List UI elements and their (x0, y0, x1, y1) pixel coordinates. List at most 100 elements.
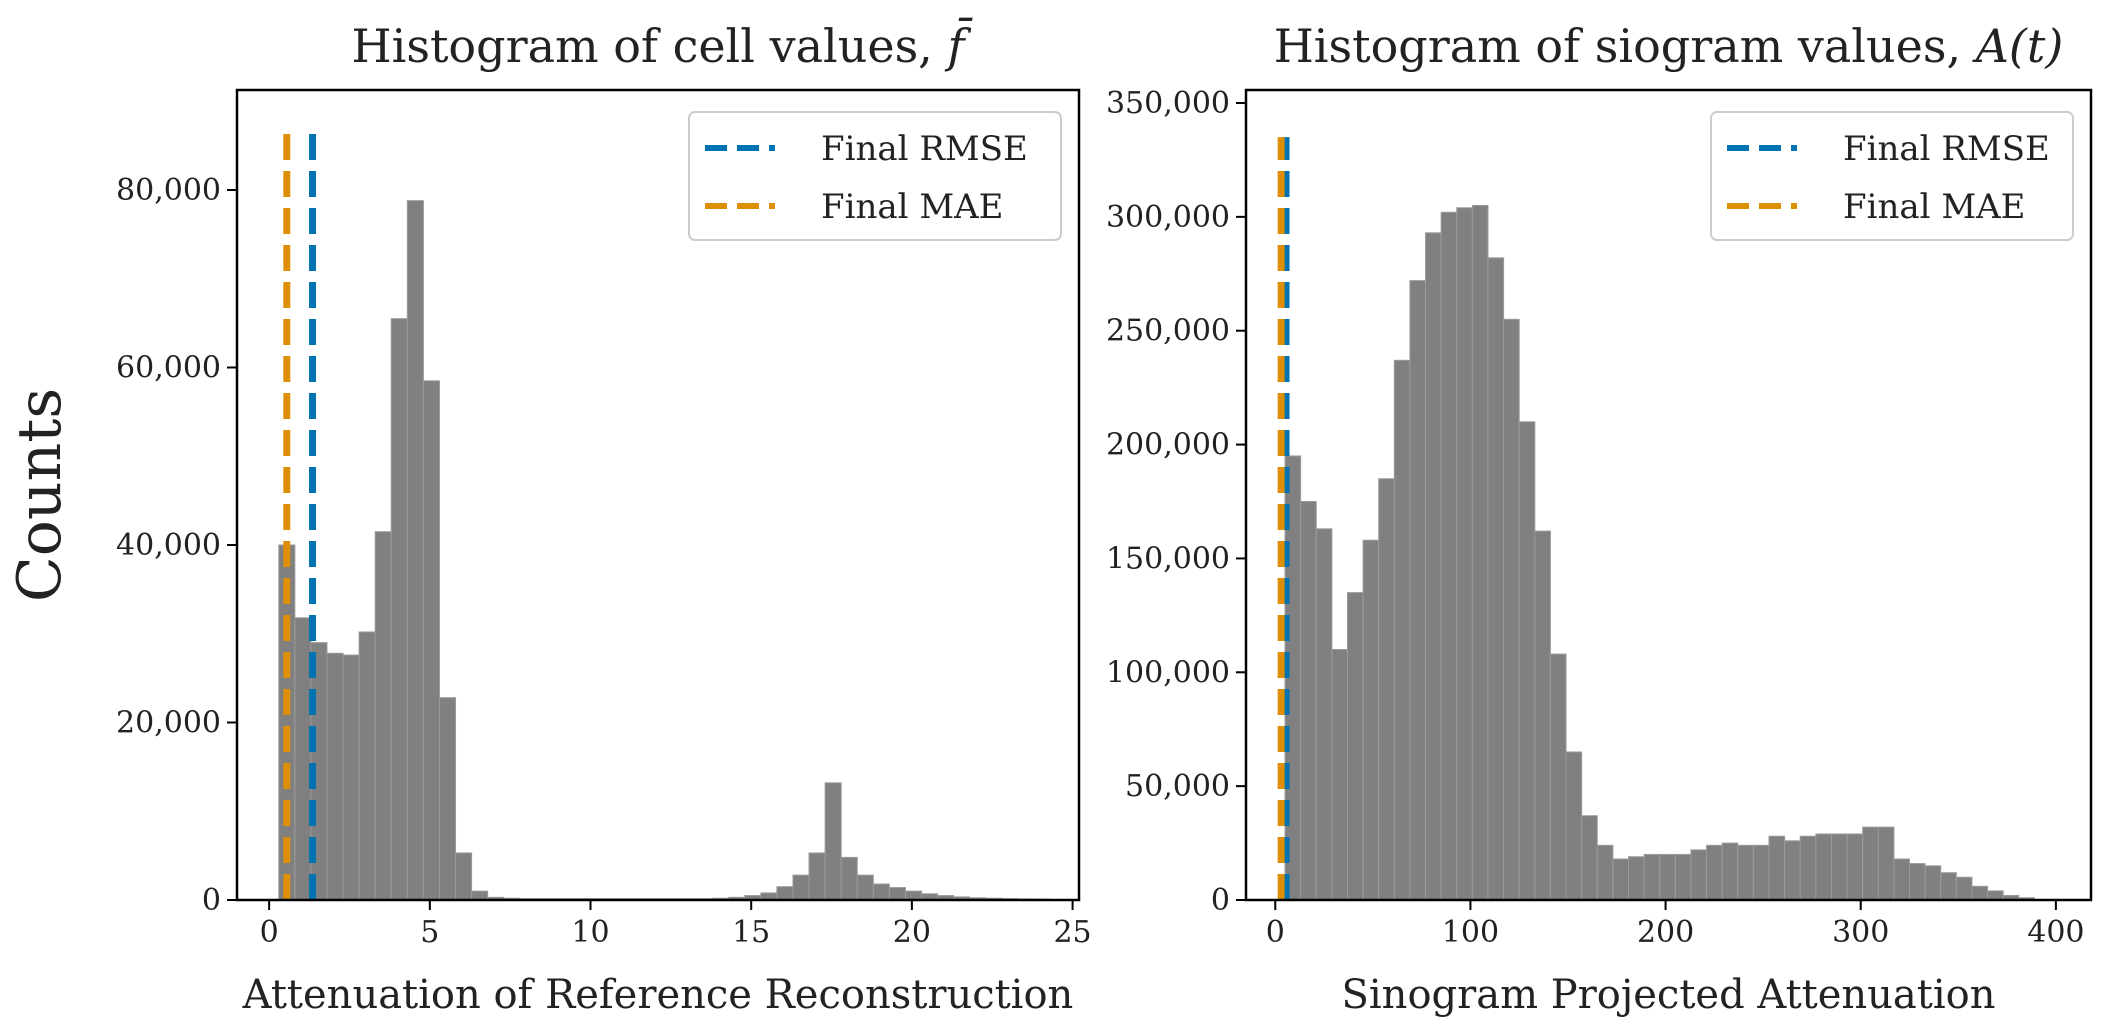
histogram-bar (1534, 530, 1551, 901)
legend-frame (688, 111, 1062, 241)
histogram-bar (1565, 751, 1583, 901)
histogram-bar (1752, 844, 1770, 901)
y-tick-label: 60,000 (116, 351, 221, 386)
y-tick-label: 0 (1211, 883, 1230, 918)
legend-mae-label: Final MAE (821, 187, 1004, 227)
histogram-bar (872, 883, 890, 901)
histogram-bar (1409, 280, 1427, 901)
histogram-bar (1815, 833, 1832, 901)
histogram-bar (1596, 844, 1614, 901)
legend-frame (1710, 111, 2074, 241)
histogram-bar (342, 654, 360, 901)
x-tick-label: 300 (1832, 915, 1889, 950)
y-tick-label: 20,000 (116, 706, 221, 741)
histogram-bar (1456, 207, 1473, 901)
histogram-bar (1674, 853, 1692, 901)
chart-title-text: Histogram of cell values, (352, 19, 948, 73)
y-tick-label: 350,000 (1106, 86, 1230, 121)
x-tick-label: 100 (1442, 915, 1499, 950)
histogram-bar (1721, 842, 1739, 901)
histogram-bar (1425, 232, 1442, 901)
y-tick-label: 250,000 (1106, 314, 1230, 349)
histogram-bar (1846, 833, 1864, 901)
histogram-bar (1362, 539, 1380, 901)
histogram-bar (1612, 858, 1629, 901)
histogram-bar (1643, 853, 1661, 901)
histogram-bar (1924, 865, 1942, 901)
histogram-bar (824, 782, 842, 901)
y-tick-label: 40,000 (116, 528, 221, 563)
histogram-bar (374, 531, 392, 901)
histogram-bar (1440, 211, 1458, 901)
x-tick-label: 0 (260, 915, 279, 950)
histogram-bar (455, 852, 473, 901)
y-tick-label: 200,000 (1106, 428, 1230, 463)
x-tick-label: 400 (2027, 915, 2084, 950)
histogram-bar (1549, 653, 1567, 901)
histogram-bar (808, 852, 826, 901)
histogram-bar (1940, 872, 1957, 901)
legend: Final RMSE Final MAE (1710, 111, 2074, 241)
histogram-bar (1784, 840, 1801, 901)
x-tick-label: 25 (1053, 915, 1091, 950)
histogram-bar (1909, 863, 1926, 901)
histogram-bar (1378, 478, 1395, 901)
histogram-bar (1862, 826, 1879, 901)
histogram-bar (856, 874, 874, 901)
histogram-bar (1971, 885, 1989, 901)
histogram-bar (294, 617, 312, 901)
histogram-bar (1659, 853, 1676, 901)
y-tick-label: 50,000 (1125, 769, 1230, 804)
chart-title: Histogram of cell values, f̄ (352, 16, 973, 73)
histogram-bar (406, 200, 424, 901)
y-tick-label: 80,000 (116, 173, 221, 208)
sinogram-values-histogram: 0 100 200 300 400 0 50,000 100,000 150,000 200,00… (1106, 19, 2093, 1018)
histogram-bar (358, 631, 376, 901)
histogram-bar (1315, 528, 1333, 901)
histogram-bar (1581, 815, 1598, 901)
histogram-bar (776, 886, 794, 901)
axes-frame (235, 88, 1081, 902)
histogram-bar (1955, 876, 1973, 901)
histogram-bar (1627, 856, 1645, 901)
histogram-bar (1331, 649, 1348, 901)
chart-title: Histogram of siogram values, A(t) (1274, 19, 2064, 73)
chart-title-math: f̄ (944, 16, 972, 73)
histogram-bar (904, 890, 923, 901)
histogram-bar (1768, 835, 1786, 901)
y-tick-label: 100,000 (1106, 655, 1230, 690)
x-tick-label: 10 (571, 915, 609, 950)
histogram-bar (422, 380, 440, 901)
x-tick-label: 15 (732, 915, 770, 950)
legend-rmse-label: Final RMSE (1843, 129, 2050, 169)
histogram-bar (1737, 844, 1754, 901)
y-tick-label: 150,000 (1106, 541, 1230, 576)
cell-values-histogram: 0 5 10 15 20 25 0 20,000 40,000 60,000 80,000 Histo… (116, 16, 1092, 1018)
histogram-bar (1503, 318, 1520, 901)
legend-rmse-label: Final RMSE (821, 129, 1028, 169)
histogram-bar (1893, 858, 1911, 901)
histogram-bar (1393, 359, 1411, 901)
y-tick-label: 300,000 (1106, 200, 1230, 235)
x-tick-label: 200 (1637, 915, 1694, 950)
x-axis-label: Attenuation of Reference Reconstruction (242, 972, 1074, 1018)
y-tick-label: 0 (202, 883, 221, 918)
legend-mae-label: Final MAE (1843, 187, 2026, 227)
x-tick-label: 20 (893, 915, 931, 950)
histogram-bar (1799, 835, 1817, 901)
histogram-bar (792, 874, 810, 901)
histogram-bar (471, 890, 489, 901)
histogram-bar (840, 856, 858, 901)
y-axis-label-counts: Counts (5, 388, 75, 602)
x-tick-label: 5 (420, 915, 439, 950)
chart-title-math: A(t) (1972, 19, 2064, 73)
chart-title-text: Histogram of siogram values, (1274, 19, 1976, 73)
histogram-bar (1877, 826, 1895, 901)
x-axis-label: Sinogram Projected Attenuation (1341, 972, 1995, 1018)
histogram-bar (1471, 204, 1489, 901)
histogram-bar (390, 318, 408, 901)
histogram-bar (888, 887, 906, 901)
histogram-bar (1706, 844, 1723, 901)
legend: Final RMSE Final MAE (688, 111, 1062, 241)
